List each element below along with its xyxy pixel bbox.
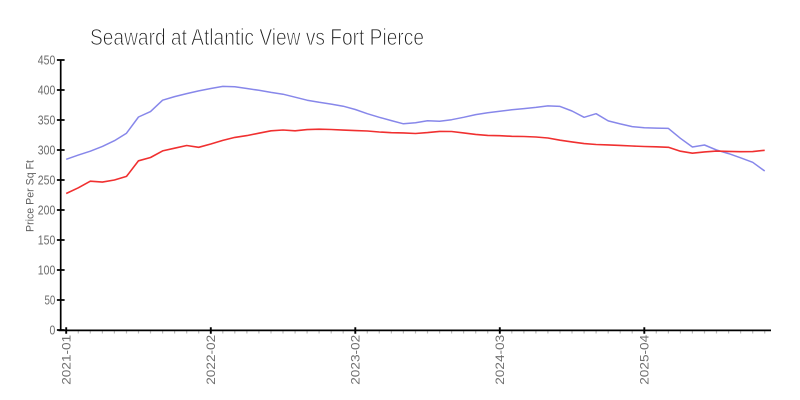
svg-text:2025-04: 2025-04 [638, 334, 652, 385]
svg-text:350: 350 [38, 113, 56, 127]
svg-text:0: 0 [50, 323, 56, 337]
svg-text:50: 50 [45, 293, 56, 307]
svg-text:450: 450 [38, 53, 56, 67]
svg-text:150: 150 [38, 233, 56, 247]
svg-text:100: 100 [38, 263, 56, 277]
svg-text:2024-03: 2024-03 [493, 334, 507, 385]
svg-text:2022-02: 2022-02 [204, 335, 218, 385]
svg-text:Price Per Sq Ft: Price Per Sq Ft [25, 160, 37, 232]
svg-text:200: 200 [38, 203, 56, 217]
svg-text:2021-01: 2021-01 [60, 335, 74, 385]
svg-text:Seaward at Atlantic View vs Fo: Seaward at Atlantic View vs Fort Pierce [90, 24, 424, 50]
svg-text:300: 300 [38, 143, 56, 157]
svg-text:250: 250 [38, 173, 56, 187]
svg-text:2023-02: 2023-02 [349, 335, 363, 385]
svg-text:400: 400 [38, 83, 56, 97]
